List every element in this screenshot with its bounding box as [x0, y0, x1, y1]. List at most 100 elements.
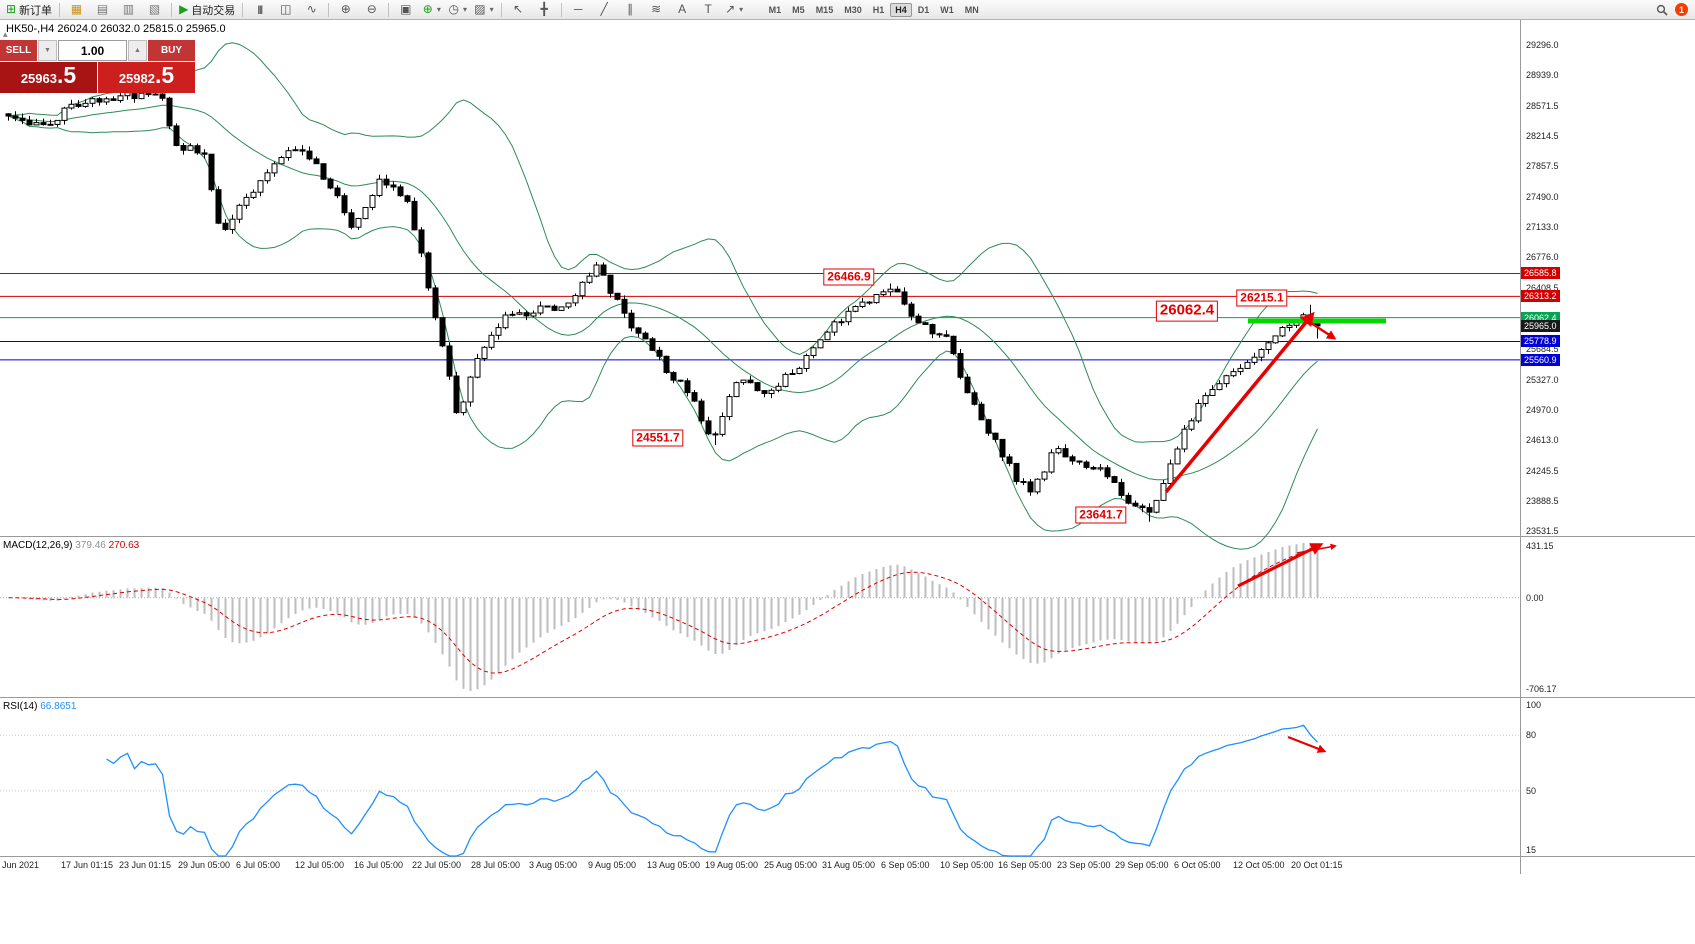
volume-input[interactable]: [58, 40, 127, 61]
price-callout[interactable]: 24551.7: [632, 429, 684, 447]
sell-button[interactable]: SELL: [0, 40, 37, 61]
macd-small-arrow[interactable]: [1296, 543, 1337, 554]
timeframe-h4-button[interactable]: H4: [890, 2, 912, 17]
price-callout[interactable]: 23641.7: [1075, 506, 1127, 524]
trade-panel-collapse-icon[interactable]: ▴: [3, 29, 8, 39]
cursor-button[interactable]: ↖: [506, 0, 531, 19]
candle-body: [1286, 324, 1293, 328]
candle-body: [1174, 448, 1181, 465]
price-axis-tick: 27133.0: [1526, 222, 1559, 232]
autotrading-button[interactable]: ▶ 自动交易: [176, 0, 238, 19]
candle-body: [761, 390, 768, 395]
candle-body: [327, 178, 334, 189]
macd-value-main: 379.46: [75, 540, 106, 551]
chart-window-button[interactable]: ▦: [64, 0, 89, 19]
candle-body: [75, 103, 82, 107]
periods-button[interactable]: ◷ ▾: [445, 0, 470, 19]
volume-up-button[interactable]: ▲: [128, 40, 147, 61]
price-callout[interactable]: 26062.4: [1155, 300, 1219, 322]
navigator-button[interactable]: ▧: [142, 0, 167, 19]
text-label-button[interactable]: T: [696, 0, 721, 19]
timeframe-m1-button[interactable]: M1: [768, 4, 782, 15]
candle-body: [54, 119, 61, 125]
candle-body: [467, 376, 474, 403]
tile-windows-button[interactable]: ▣: [393, 0, 418, 19]
sell-price-button[interactable]: 25963 .5: [0, 62, 97, 93]
market-watch-button[interactable]: ▥: [116, 0, 141, 19]
candle-body: [1202, 395, 1209, 405]
candle-body: [712, 433, 719, 436]
timeframe-mn-button[interactable]: MN: [964, 4, 979, 15]
candle-body: [565, 302, 572, 308]
volume-down-button[interactable]: ▼: [38, 40, 57, 61]
candle-body: [999, 438, 1006, 458]
pullback-arrow[interactable]: [1301, 315, 1337, 340]
rsi-line[interactable]: [106, 724, 1318, 857]
bollinger-middle-band[interactable]: [8, 104, 1318, 481]
time-axis-label: 25 Aug 05:00: [764, 860, 818, 870]
time-axis-label: 12 Jul 05:00: [295, 860, 345, 870]
trend-arrow[interactable]: [1164, 311, 1315, 494]
macd-signal-line[interactable]: [8, 549, 1318, 674]
bar-chart-button[interactable]: |||: [247, 0, 272, 19]
search-icon[interactable]: [1656, 4, 1668, 16]
price-callout[interactable]: 26215.1: [1236, 289, 1288, 307]
zoom-in-button[interactable]: ⊕: [333, 0, 358, 19]
horizontal-line-button[interactable]: ─: [566, 0, 591, 19]
candle-body: [516, 312, 523, 315]
templates-button[interactable]: ▨ ▾: [471, 0, 496, 19]
timeframe-w1-button[interactable]: W1: [940, 4, 954, 15]
periods-icon: ◷: [448, 2, 460, 16]
text-button[interactable]: A: [670, 0, 695, 19]
chevron-down-icon: ▾: [463, 5, 468, 14]
candle-body: [915, 315, 922, 324]
price-axis-tick: 25684.5: [1526, 344, 1559, 354]
candlestick-series[interactable]: [5, 88, 1321, 522]
candle-body: [243, 196, 250, 206]
line-chart-button[interactable]: ∿: [299, 0, 324, 19]
macd-scale-zero: 0.00: [1526, 593, 1544, 603]
zoom-out-button[interactable]: ⊖: [359, 0, 384, 19]
candle-body: [173, 125, 180, 147]
rsi-arrow[interactable]: [1287, 735, 1327, 753]
candle-body: [894, 288, 901, 293]
indicators-button[interactable]: ⊕ ▾: [419, 0, 444, 19]
arrows-tool-button[interactable]: ↗ ▾: [722, 0, 747, 19]
timeframe-m15-button[interactable]: M15: [815, 4, 834, 15]
main-toolbar: ⊞ 新订单 ▦ ▤ ▥ ▧ ▶ 自动交易 ||| ◫ ∿ ⊕ ⊖ ▣ ⊕ ▾ ◷ ▾ ▨ ▾ ↖ ╋ ─ ╱ ∥ ≋ A T ↗ ▾ M1 M…: [0, 0, 1695, 20]
candle-body: [40, 122, 47, 126]
trendline-button[interactable]: ╱: [592, 0, 617, 19]
candle-body: [698, 400, 705, 422]
equidistant-channel-button[interactable]: ∥: [618, 0, 643, 19]
timeframe-h1-button[interactable]: H1: [872, 4, 885, 15]
buy-button[interactable]: BUY: [148, 40, 195, 61]
toolbar-separator: [242, 2, 244, 17]
candle-body: [537, 305, 544, 314]
candle-body: [138, 92, 145, 100]
toolbar-separator: [388, 2, 390, 17]
chevron-down-icon: ▾: [739, 5, 744, 14]
toolbar-right-group: 1: [1656, 3, 1692, 16]
macd-histogram: [14, 543, 1319, 691]
crosshair-button[interactable]: ╋: [532, 0, 557, 19]
timeframe-m5-button[interactable]: M5: [792, 4, 805, 15]
time-axis-label: 3 Aug 05:00: [529, 860, 578, 870]
candle-body: [579, 281, 586, 297]
timeframe-d1-button[interactable]: D1: [917, 4, 930, 15]
bollinger-upper-band[interactable]: [8, 42, 1318, 443]
profiles-button[interactable]: ▤: [90, 0, 115, 19]
time-axis-label: 12 Oct 05:00: [1233, 860, 1285, 870]
equidistant-channel-icon: ∥: [627, 2, 634, 16]
buy-price-button[interactable]: 25982 .5: [98, 62, 195, 93]
candlestick-chart-button[interactable]: ◫: [273, 0, 298, 19]
notification-badge[interactable]: 1: [1675, 3, 1688, 16]
fibonacci-button[interactable]: ≋: [644, 0, 669, 19]
price-callout[interactable]: 26466.9: [823, 268, 875, 286]
candle-body: [180, 145, 187, 151]
price-axis-tick: 28571.5: [1526, 101, 1559, 111]
timeframe-m30-button[interactable]: M30: [844, 4, 862, 15]
new-order-button[interactable]: ⊞ 新订单: [3, 0, 55, 19]
candle-body: [236, 204, 243, 220]
toolbar-separator: [59, 2, 61, 17]
